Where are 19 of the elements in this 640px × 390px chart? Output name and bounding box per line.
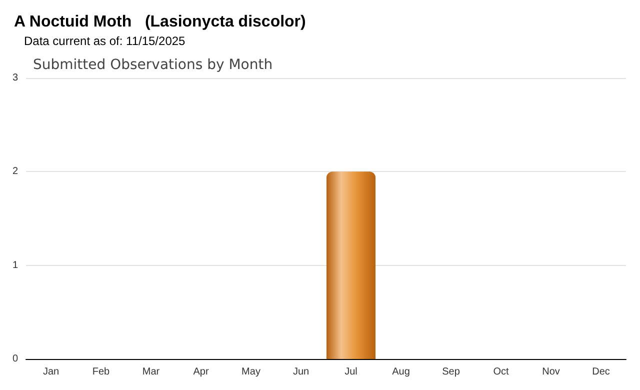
x-tick-label: Mar [142,366,160,378]
x-tick-label: Dec [592,366,610,378]
x-tick-label: Jun [292,366,310,378]
x-tick-label: Jul [344,366,358,378]
x-tick-label: Aug [392,366,410,378]
x-tick-label: Apr [193,366,210,378]
y-tick-label: 1 [12,260,18,271]
chart-title: A Noctuid Moth (Lasionycta discolor) [14,14,306,30]
x-tick-label: Nov [542,366,560,378]
x-tick-label: Oct [493,366,509,378]
x-tick-label: May [242,366,260,378]
x-tick-label: Sep [442,366,460,378]
text: Submitted Observations by Month [33,57,273,73]
y-tick-label: 0 [12,354,18,364]
x-tick-label: Jan [42,366,60,378]
y-tick-label: 3 [12,72,18,84]
chart-subtitle: Data current as of: 11/15/2025 [24,34,186,48]
y-tick-label: 2 [12,166,18,178]
x-tick-label: Feb [92,366,110,378]
